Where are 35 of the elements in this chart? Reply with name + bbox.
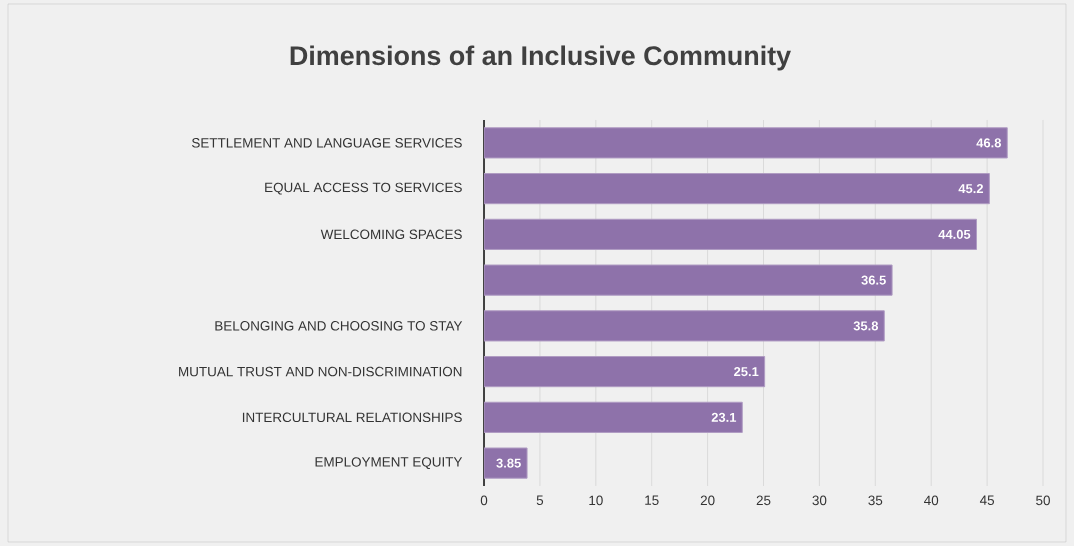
data-label: 36.5 xyxy=(861,275,886,285)
y-tick-label: BELONGING AND CHOOSING TO STAY xyxy=(215,321,463,331)
x-tick-label: 5 xyxy=(536,495,544,505)
x-tick-label: 0 xyxy=(480,495,488,506)
x-tick-label: 15 xyxy=(645,495,659,505)
x-tick-label: 35 xyxy=(868,495,883,506)
x-tick-label: 50 xyxy=(1036,495,1050,506)
y-tick-label: SETTLEMENT AND LANGUAGE SERVICES xyxy=(191,138,462,148)
y-tick-label: WELCOMING SPACES xyxy=(320,229,462,240)
y-tick-label: EQUAL ACCESS TO SERVICES xyxy=(265,182,462,195)
x-tick-label: 10 xyxy=(589,495,603,506)
x-tick-label: 40 xyxy=(924,495,939,506)
x-tick-label: 45 xyxy=(979,495,995,505)
chart-title: Dimensions of an Inclusive Community xyxy=(290,45,791,71)
x-tick-label: 20 xyxy=(700,495,715,506)
data-label: 23.1 xyxy=(711,412,737,422)
data-label: 25.1 xyxy=(734,367,759,377)
x-tick-label: 30 xyxy=(812,495,827,506)
bar xyxy=(484,401,743,433)
data-label: 46.8 xyxy=(976,138,1002,148)
bar xyxy=(484,173,990,205)
bar xyxy=(484,264,893,296)
data-label: 44.05 xyxy=(938,229,971,239)
x-tick-label: 25 xyxy=(756,495,771,506)
bar xyxy=(484,356,766,388)
bar xyxy=(484,447,528,479)
y-tick-label: INTERCULTURAL RELATIONSHIPS xyxy=(242,412,462,423)
data-label: 35.8 xyxy=(853,321,879,331)
y-tick-label: EMPLOYMENT EQUITY xyxy=(315,457,463,470)
data-label: 3.85 xyxy=(496,458,521,468)
bar xyxy=(484,127,1008,159)
bar xyxy=(484,310,885,342)
y-tick-label: MUTUAL TRUST AND NON-DISCRIMINATION xyxy=(179,366,462,377)
data-label: 45.2 xyxy=(958,184,984,194)
bar xyxy=(484,218,977,250)
